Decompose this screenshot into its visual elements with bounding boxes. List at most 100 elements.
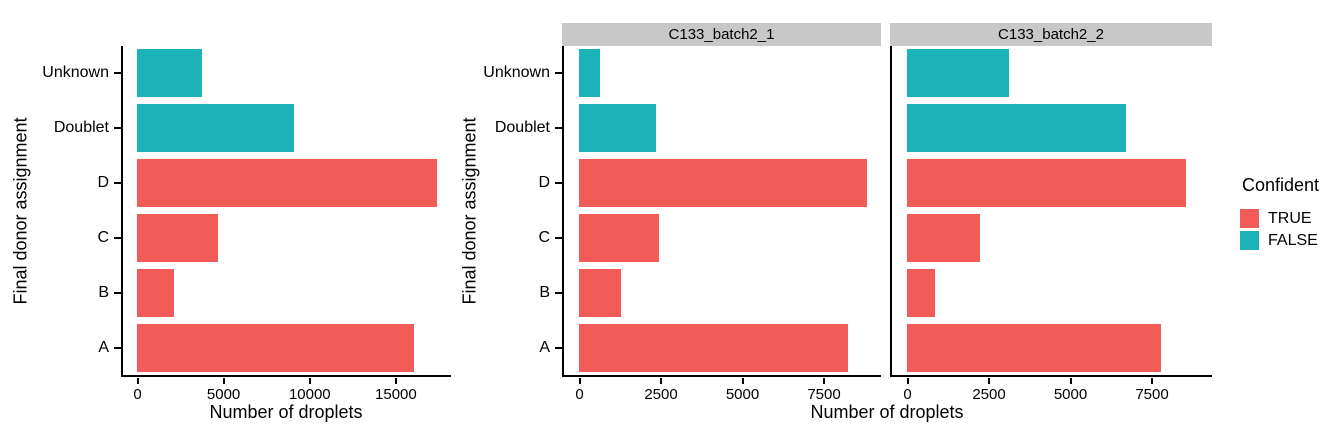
bar-doublet: [907, 104, 1127, 153]
facet-strip-1: C133_batch2_1: [562, 23, 881, 46]
y-category-row: Unknown: [26, 46, 121, 101]
y-tick-mark: [555, 182, 562, 185]
facet-strip-2-label: C133_batch2_2: [998, 26, 1104, 43]
y-tick-mark: [114, 182, 121, 185]
x-tick-mark: [988, 378, 990, 384]
bar-d: [137, 159, 437, 208]
plot-panel-facet-2: [890, 46, 1212, 377]
plot-panel-facet-1: [562, 46, 881, 377]
bar-b: [907, 268, 935, 317]
legend-item-false: FALSE: [1240, 231, 1319, 250]
y-tick-mark: [555, 346, 562, 349]
x-tick-label: 5000: [1053, 386, 1088, 403]
y-tick-label: Unknown: [42, 64, 109, 82]
x-tick-label: 7500: [1135, 386, 1169, 403]
x-tick-mark: [222, 378, 225, 384]
y-tick-label: A: [539, 338, 550, 356]
y-tick-mark: [555, 236, 562, 239]
y-tick-mark: [555, 127, 562, 130]
y-tick-label: C: [97, 228, 109, 246]
facet-strip-2: C133_batch2_2: [890, 23, 1212, 46]
x-tick-mark: [308, 378, 311, 384]
y-tick-label: B: [98, 283, 109, 301]
y-tick-mark: [555, 291, 562, 294]
y-tick-label: C: [538, 228, 550, 246]
x-tick-mark: [1151, 378, 1153, 384]
y-tick-label: Doublet: [53, 119, 109, 137]
bar-d: [579, 159, 868, 208]
y-category-row: B: [26, 265, 121, 320]
x-tick-mark: [741, 378, 744, 384]
y-tick-mark: [114, 291, 121, 294]
facet-strip-1-label: C133_batch2_1: [668, 26, 775, 43]
x-axis-facet-2: 0 2500 5000 7500: [890, 378, 1212, 408]
bar-c: [137, 213, 218, 262]
y-category-row: A: [467, 320, 562, 375]
bar-c: [579, 213, 660, 262]
y-tick-mark: [114, 72, 121, 75]
y-tick-label: D: [538, 174, 550, 192]
legend: Confident TRUE FALSE: [1240, 175, 1319, 253]
x-axis-combined: 0 5000 10000 15000: [121, 378, 451, 408]
bar-b: [579, 268, 621, 317]
y-tick-mark: [114, 236, 121, 239]
legend-label-false: FALSE: [1268, 231, 1318, 249]
x-tick-label: 0: [903, 386, 912, 403]
y-category-row: Doublet: [26, 101, 121, 156]
legend-swatch-false: [1240, 231, 1259, 250]
x-tick-label: 2500: [972, 386, 1006, 403]
bar-d: [907, 159, 1186, 208]
bar-a: [907, 323, 1162, 372]
y-axis-labels-faceted: Unknown Doublet D C B A: [467, 46, 562, 375]
x-tick-label: 2500: [644, 386, 678, 403]
y-tick-mark: [114, 346, 121, 349]
x-tick-label: 7500: [807, 386, 841, 403]
y-tick-label: D: [97, 174, 109, 192]
bar-doublet: [579, 104, 657, 153]
x-tick-label: 0: [133, 386, 142, 403]
y-category-row: A: [26, 320, 121, 375]
x-axis-title-faceted: Number of droplets: [810, 402, 964, 422]
x-tick-mark: [906, 378, 909, 384]
plot-panel-combined: [121, 46, 451, 377]
x-tick-label: 5000: [206, 386, 241, 403]
x-tick-mark: [578, 378, 581, 384]
y-tick-mark: [114, 127, 121, 130]
y-tick-mark: [555, 72, 562, 75]
y-tick-label: A: [98, 338, 109, 356]
bar-c: [907, 213, 980, 262]
y-category-row: Doublet: [467, 101, 562, 156]
bar-b: [137, 268, 174, 317]
x-tick-mark: [136, 378, 139, 384]
y-category-row: D: [467, 156, 562, 211]
y-category-row: D: [26, 156, 121, 211]
y-category-row: C: [467, 210, 562, 265]
x-tick-mark: [823, 378, 825, 384]
x-tick-mark: [394, 378, 397, 384]
x-tick-label: 0: [575, 386, 584, 403]
legend-item-true: TRUE: [1240, 209, 1319, 228]
y-axis-labels-combined: Unknown Doublet D C B A: [26, 46, 121, 375]
y-category-row: Unknown: [467, 46, 562, 101]
x-tick-label: 10000: [288, 386, 331, 403]
bar-doublet: [137, 104, 294, 153]
x-tick-mark: [1069, 378, 1072, 384]
y-tick-label: B: [539, 283, 550, 301]
x-tick-label: 15000: [375, 386, 417, 403]
y-category-row: C: [26, 210, 121, 265]
bar-unknown: [579, 49, 600, 98]
x-tick-label: 5000: [725, 386, 760, 403]
legend-title: Confident: [1242, 175, 1320, 195]
y-tick-label: Doublet: [494, 119, 550, 137]
x-axis-title-combined: Number of droplets: [209, 402, 363, 422]
bar-a: [137, 323, 414, 372]
bar-unknown: [137, 49, 202, 98]
bar-a: [579, 323, 848, 372]
x-tick-mark: [660, 378, 662, 384]
legend-label-true: TRUE: [1268, 209, 1312, 227]
bar-unknown: [907, 49, 1009, 98]
y-tick-label: Unknown: [483, 64, 550, 82]
legend-swatch-true: [1240, 209, 1259, 228]
y-category-row: B: [467, 265, 562, 320]
